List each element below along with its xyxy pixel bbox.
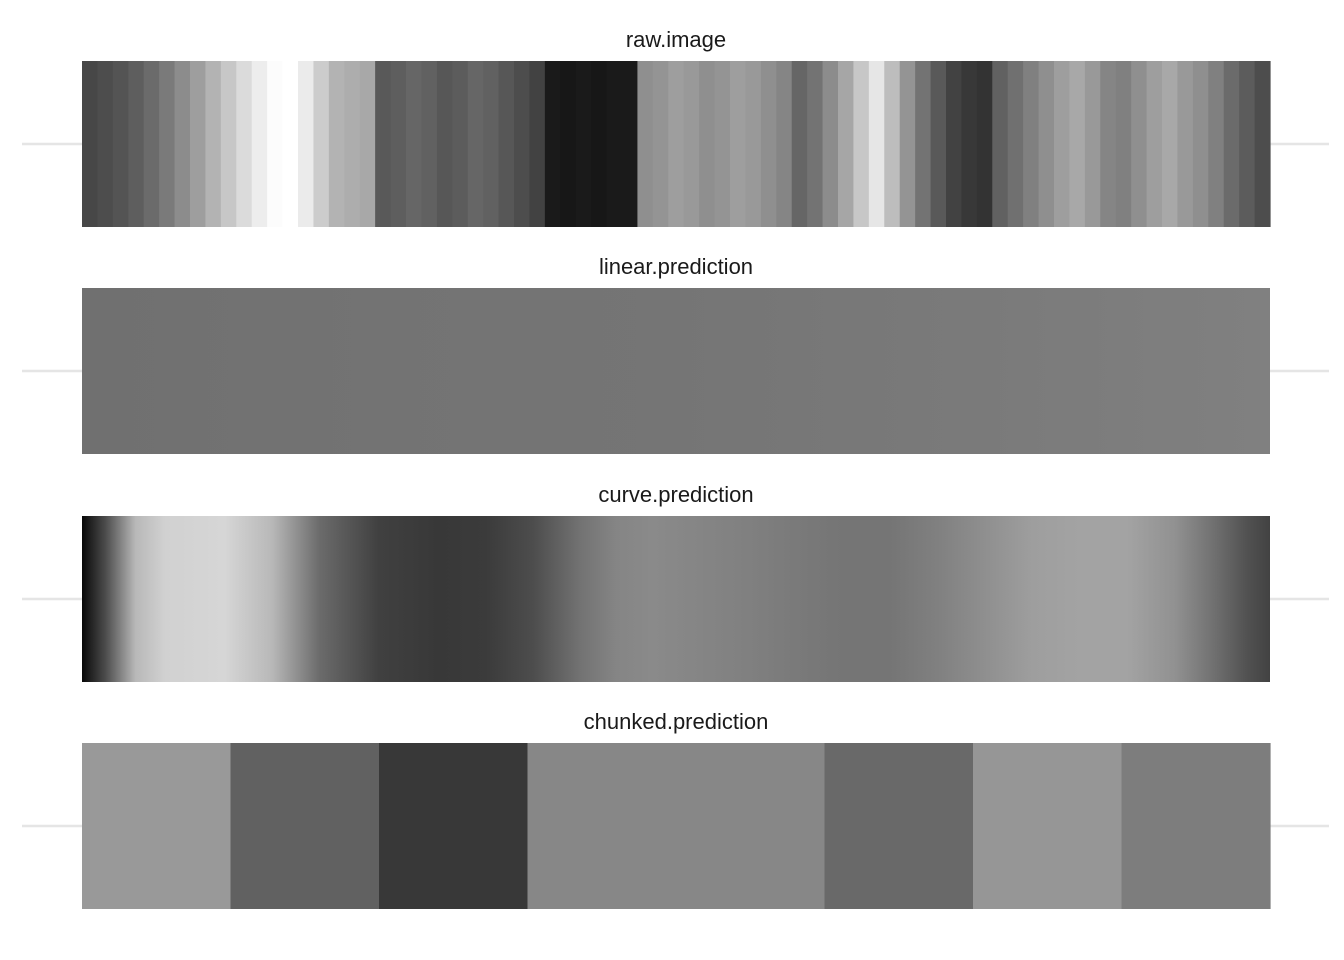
prediction-block [676,743,826,909]
image-stripe [915,61,932,227]
panel-raw-image: raw.image [82,27,1271,227]
prediction-block [973,743,1123,909]
image-stripe [606,61,623,227]
prediction-block [527,743,677,909]
image-stripe [1100,61,1117,227]
image-stripe [899,61,916,227]
image-stripe [1084,61,1101,227]
image-stripe [961,61,978,227]
image-stripe [853,61,870,227]
image-stripe [205,61,222,227]
prediction-block [379,743,529,909]
prediction-gradient [82,516,1270,682]
image-stripe [97,61,114,227]
image-stripe [1254,61,1271,227]
image-stripe [514,61,531,227]
panel-title: curve.prediction [598,482,753,507]
panel-title: chunked.prediction [584,709,769,734]
image-stripe [220,61,237,227]
prediction-block [1121,743,1271,909]
image-stripe [1038,61,1055,227]
image-stripe [668,61,685,227]
prediction-block [824,743,974,909]
image-stripe [714,61,731,227]
panel-curve-prediction: curve.prediction [82,482,1270,682]
image-stripe [807,61,824,227]
panel-chunked-prediction: chunked.prediction [82,709,1271,909]
image-stripe [822,61,839,227]
image-stripe [421,61,438,227]
image-stripe [406,61,423,227]
image-stripe [375,61,392,227]
image-stripe [452,61,469,227]
image-stripe [1007,61,1024,227]
image-stripe [760,61,777,227]
image-stripe [884,61,901,227]
image-stripe [730,61,747,227]
image-stripe [1131,61,1148,227]
image-stripe [1162,61,1179,227]
image-stripe [1054,61,1071,227]
image-stripe [652,61,669,227]
panel-title: raw.image [626,27,726,52]
image-stripe [174,61,191,227]
image-stripe [82,61,99,227]
image-stripe [637,61,654,227]
image-stripe [560,61,577,227]
image-stripe [1023,61,1040,227]
image-stripe [390,61,407,227]
image-stripe [776,61,793,227]
image-stripe [143,61,160,227]
image-stripe [1146,61,1163,227]
image-stripe [313,61,330,227]
image-stripe [1177,61,1194,227]
image-stripe [282,61,299,227]
image-stripe [251,61,268,227]
image-stripe [467,61,484,227]
image-stripe [930,61,947,227]
image-stripe [1223,61,1240,227]
image-stripe [128,61,145,227]
image-stripe [791,61,808,227]
image-stripe [436,61,453,227]
image-stripe [591,61,608,227]
image-stripe [359,61,376,227]
prediction-gradient [82,288,1270,454]
image-stripe [946,61,963,227]
image-stripe [267,61,284,227]
prediction-block [230,743,380,909]
image-stripe [159,61,176,227]
panels: raw.image linear.prediction curve.predicti… [82,27,1271,909]
prediction-block [82,743,232,909]
image-stripe [483,61,500,227]
image-stripe [1239,61,1256,227]
image-stripe [236,61,253,227]
image-stripe [344,61,361,227]
image-stripe [328,61,345,227]
image-stripe [745,61,762,227]
image-stripe [868,61,885,227]
panel-title: linear.prediction [599,254,753,279]
image-stripe [112,61,129,227]
image-stripe [683,61,700,227]
image-stripe [699,61,716,227]
image-stripe [976,61,993,227]
image-stripe [190,61,207,227]
image-stripe [622,61,639,227]
image-stripe [1069,61,1086,227]
image-stripe [298,61,315,227]
image-stripe [544,61,561,227]
image-stripe [1115,61,1132,227]
image-stripe [529,61,546,227]
panel-linear-prediction: linear.prediction [82,254,1270,454]
image-stripe [575,61,592,227]
image-stripe [992,61,1009,227]
image-stripe [1208,61,1225,227]
image-stripe [498,61,515,227]
image-stripe [838,61,855,227]
image-stripe [1192,61,1209,227]
